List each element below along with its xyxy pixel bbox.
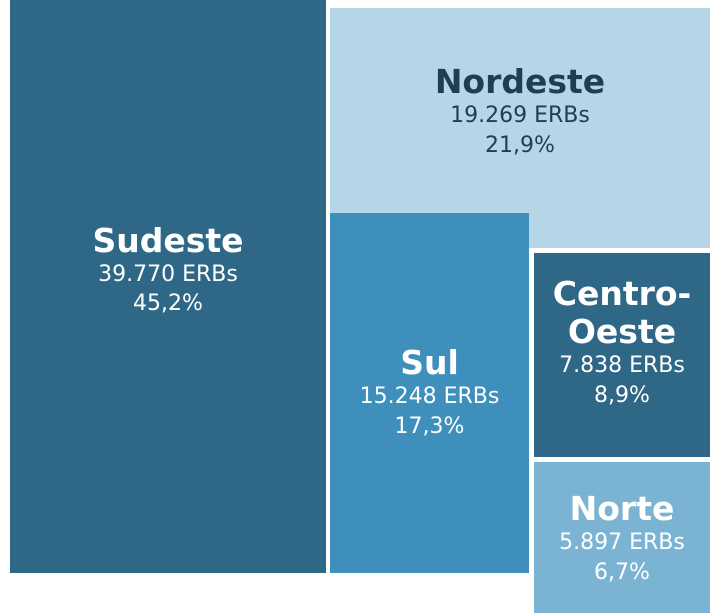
- treemap-cell: Centro-Oeste 7.838 ERBs 8,9%: [534, 253, 710, 457]
- cell-value: 19.269 ERBs: [450, 102, 590, 128]
- cell-label: Nordeste: [434, 62, 606, 101]
- cell-value: 5.897 ERBs: [559, 529, 685, 555]
- cell-share: 21,9%: [485, 132, 555, 158]
- cell-label: Sul: [400, 343, 459, 383]
- cell-share: 45,2%: [133, 291, 203, 317]
- cell-label: Sudeste: [92, 220, 244, 260]
- cell-share: 6,7%: [594, 559, 650, 585]
- cell-value: 39.770 ERBs: [98, 261, 238, 287]
- treemap-cell: Sul 15.248 ERBs 17,3%: [330, 213, 529, 573]
- treemap-cell: Nordeste 19.269 ERBs 21,9%: [330, 8, 710, 248]
- treemap-cell: Norte 5.897 ERBs 6,7%: [534, 462, 710, 613]
- cell-share: 8,9%: [594, 382, 650, 408]
- treemap-cell: Sudeste 39.770 ERBs 45,2%: [10, 0, 326, 573]
- cell-share: 17,3%: [394, 413, 465, 439]
- cell-label: Norte: [569, 489, 675, 528]
- cell-value: 7.838 ERBs: [559, 352, 685, 378]
- cell-label: Centro-Oeste: [552, 274, 692, 351]
- cell-value: 15.248 ERBs: [359, 384, 500, 410]
